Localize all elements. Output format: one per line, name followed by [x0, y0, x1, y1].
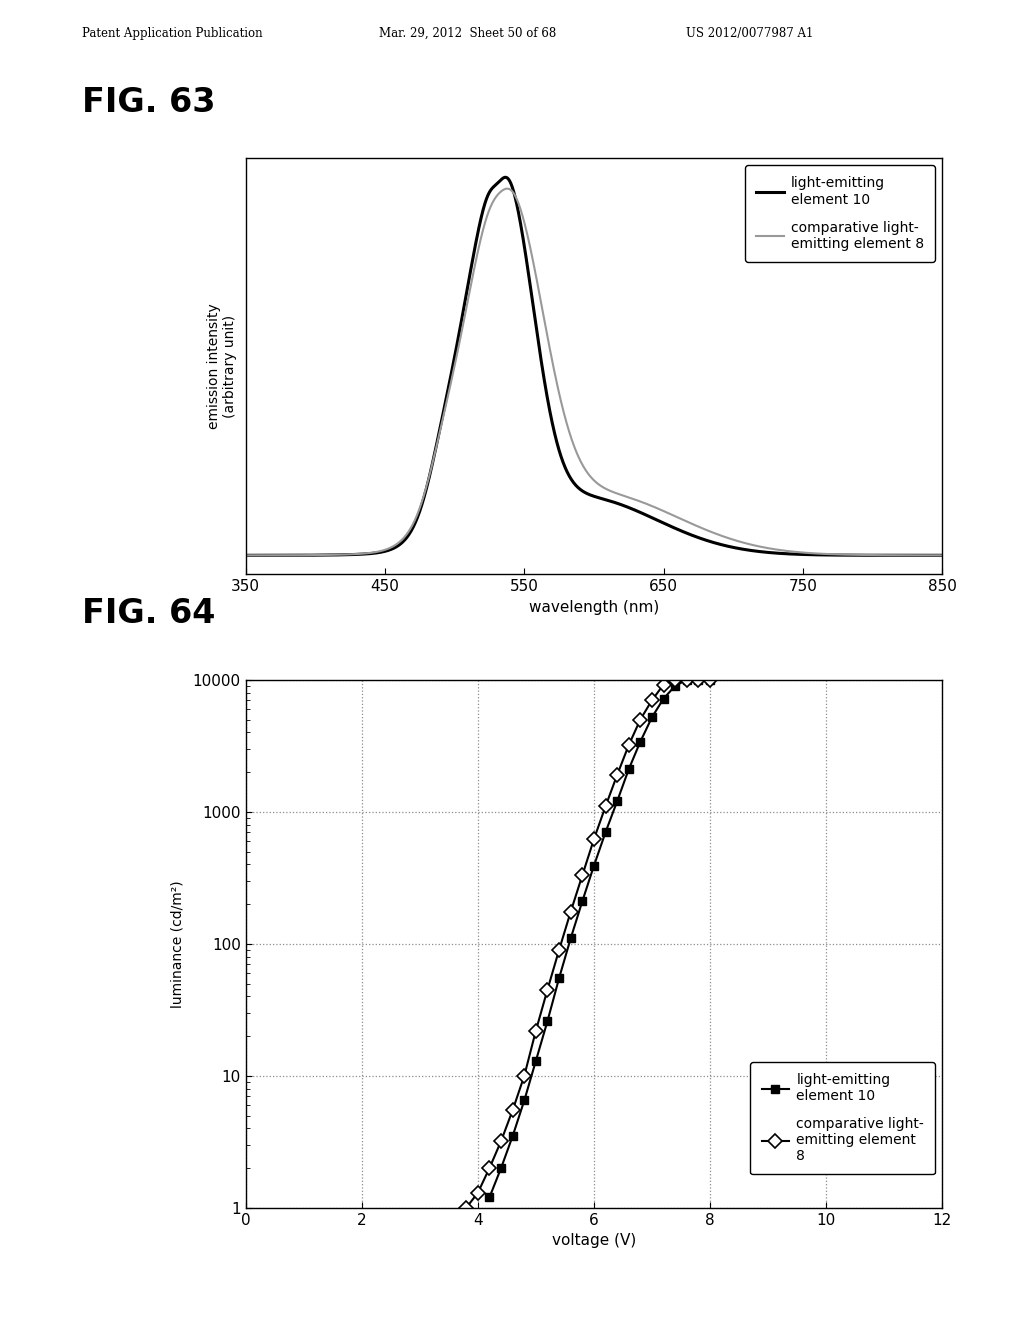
X-axis label: voltage (V): voltage (V)	[552, 1233, 636, 1249]
Y-axis label: emission intensity
(arbitrary unit): emission intensity (arbitrary unit)	[207, 304, 238, 429]
comparative light-
emitting element
8	[669, 672, 681, 688]
light-emitting
element 10	[657, 690, 670, 706]
comparative light-
emitting element
8	[553, 942, 565, 958]
light-emitting
element 10	[611, 793, 624, 809]
Line: light-emitting
element 10: light-emitting element 10	[485, 676, 714, 1201]
comparative light-
emitting element 8	[560, 413, 572, 429]
comparative light-
emitting element
8	[472, 1185, 484, 1201]
comparative light-
emitting element
8	[542, 982, 554, 998]
Legend: light-emitting
element 10, comparative light-
emitting element 8: light-emitting element 10, comparative l…	[745, 165, 935, 261]
comparative light-
emitting element
8	[599, 799, 611, 814]
light-emitting
element 10	[599, 824, 611, 840]
light-emitting
element 10	[623, 762, 635, 777]
light-emitting
element 10	[936, 548, 948, 564]
light-emitting
element 10	[577, 894, 589, 909]
Text: US 2012/0077987 A1: US 2012/0077987 A1	[686, 26, 813, 40]
light-emitting
element 10	[507, 1129, 519, 1144]
comparative light-
emitting element
8	[646, 692, 658, 708]
comparative light-
emitting element
8	[564, 904, 577, 920]
comparative light-
emitting element
8	[692, 672, 705, 688]
comparative light-
emitting element
8	[681, 672, 693, 688]
comparative light-
emitting element 8	[915, 548, 928, 564]
comparative light-
emitting element
8	[495, 1133, 507, 1148]
light-emitting
element 10	[240, 548, 252, 564]
Line: light-emitting
element 10: light-emitting element 10	[246, 177, 942, 556]
light-emitting
element 10	[518, 1093, 530, 1109]
comparative light-
emitting element
8	[703, 672, 716, 688]
Text: FIG. 63: FIG. 63	[82, 86, 215, 119]
comparative light-
emitting element 8	[579, 461, 591, 477]
comparative light-
emitting element 8	[936, 548, 948, 564]
light-emitting
element 10	[564, 931, 577, 946]
light-emitting
element 10	[646, 709, 658, 725]
comparative light-
emitting element
8	[611, 767, 624, 783]
comparative light-
emitting element
8	[483, 1160, 496, 1176]
comparative light-
emitting element
8	[634, 711, 646, 727]
comparative light-
emitting element 8	[240, 548, 252, 564]
comparative light-
emitting element
8	[577, 867, 589, 883]
comparative light-
emitting element 8	[501, 181, 513, 197]
comparative light-
emitting element
8	[623, 737, 635, 752]
Legend: light-emitting
element 10, comparative light-
emitting element
8: light-emitting element 10, comparative l…	[751, 1061, 935, 1175]
light-emitting
element 10	[483, 1189, 496, 1205]
Y-axis label: luminance (cd/m²): luminance (cd/m²)	[170, 880, 184, 1007]
light-emitting
element 10	[275, 548, 288, 564]
light-emitting
element 10	[681, 672, 693, 688]
light-emitting
element 10	[529, 1053, 542, 1069]
comparative light-
emitting element
8	[529, 1023, 542, 1039]
X-axis label: wavelength (nm): wavelength (nm)	[528, 599, 659, 615]
light-emitting
element 10	[634, 734, 646, 750]
light-emitting
element 10	[788, 546, 801, 562]
comparative light-
emitting element 8	[788, 544, 801, 560]
comparative light-
emitting element
8	[460, 1200, 472, 1216]
light-emitting
element 10	[915, 548, 928, 564]
light-emitting
element 10	[499, 169, 511, 185]
light-emitting
element 10	[703, 672, 716, 688]
light-emitting
element 10	[579, 484, 591, 500]
light-emitting
element 10	[692, 672, 705, 688]
light-emitting
element 10	[542, 1014, 554, 1030]
comparative light-
emitting element 8	[275, 548, 288, 564]
light-emitting
element 10	[669, 678, 681, 694]
Line: comparative light-
emitting element 8: comparative light- emitting element 8	[246, 189, 942, 556]
light-emitting
element 10	[495, 1160, 507, 1176]
light-emitting
element 10	[916, 548, 929, 564]
light-emitting
element 10	[560, 462, 572, 478]
comparative light-
emitting element
8	[507, 1102, 519, 1118]
Line: comparative light-
emitting element
8: comparative light- emitting element 8	[462, 675, 715, 1213]
comparative light-
emitting element
8	[588, 832, 600, 847]
Text: Mar. 29, 2012  Sheet 50 of 68: Mar. 29, 2012 Sheet 50 of 68	[379, 26, 556, 40]
light-emitting
element 10	[553, 970, 565, 986]
light-emitting
element 10	[588, 858, 600, 874]
comparative light-
emitting element
8	[518, 1068, 530, 1084]
Text: FIG. 64: FIG. 64	[82, 597, 215, 630]
comparative light-
emitting element
8	[657, 677, 670, 693]
Text: Patent Application Publication: Patent Application Publication	[82, 26, 262, 40]
comparative light-
emitting element 8	[916, 548, 929, 564]
